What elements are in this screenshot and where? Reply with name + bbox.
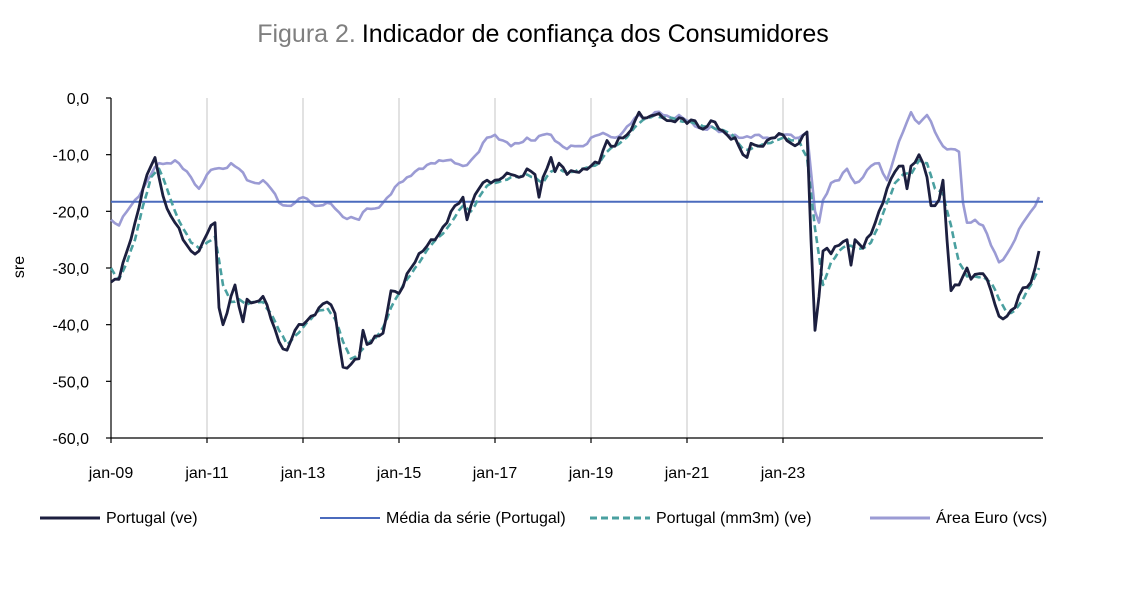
series-area-euro-vcs [110,110,1041,264]
axis-layer: 0,0 -10,0 -20,0 -30,0 -40,0 -50,0 -60,0 jan-09 j… [53,91,1043,482]
chart-title-prefix: Figura 2. [257,20,356,48]
legend: Portugal (ve) Média da série (Portugal) Po… [40,508,1047,527]
x-tick-label: jan-23 [760,465,806,482]
x-tick-label: jan-17 [472,465,518,482]
grid-layer [206,98,784,438]
legend-label-media-da-serie-portugal: Média da série (Portugal) [386,510,566,527]
x-tick-label: jan-19 [568,465,614,482]
legend-label-portugal-mm3m-ve: Portugal (mm3m) (ve) [656,510,812,527]
y-tick-label: -40,0 [53,318,90,335]
y-tick-label: 0,0 [67,91,89,108]
y-tick-label: -60,0 [53,431,90,448]
y-tick-label: -10,0 [53,148,90,165]
chart-title-main: Indicador de confiança dos Consumidores [362,20,829,48]
series-portugal-ve [110,110,1041,370]
x-tick-label: jan-13 [280,465,326,482]
legend-label-portugal-ve: Portugal (ve) [106,510,198,527]
y-tick-label: -20,0 [53,204,90,221]
legend-label-area-euro-vcs: Área Euro (vcs) [936,508,1047,527]
x-tick-label: jan-21 [664,465,710,482]
y-tick-label: -50,0 [53,374,90,391]
chart-title: Figura 2. Indicador de confiança dos Cons… [257,20,829,48]
x-tick-label: jan-11 [184,465,228,482]
x-tick-label: jan-15 [376,465,422,482]
x-tick-label: jan-09 [88,465,134,482]
series-layer [109,110,1043,370]
y-tick-label: -30,0 [53,261,90,278]
y-axis-label: sre [11,256,28,278]
series-portugal-mm3m-ve [109,113,1041,360]
